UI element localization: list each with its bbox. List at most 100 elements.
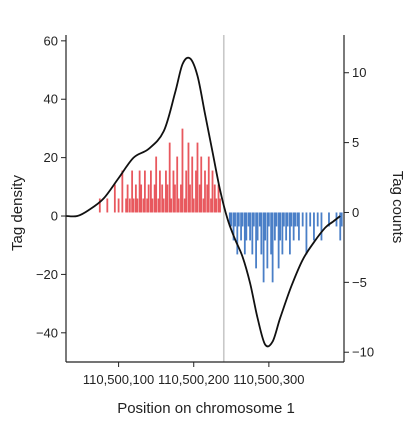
negative-bar bbox=[296, 212, 299, 227]
positive-bar bbox=[217, 184, 220, 213]
positive-bar bbox=[151, 198, 154, 213]
positive-bar bbox=[153, 184, 156, 213]
y-left-tick-label: 20 bbox=[44, 150, 58, 165]
tag-count-bars bbox=[98, 128, 343, 283]
positive-bar bbox=[204, 170, 206, 213]
negative-bar bbox=[249, 212, 251, 241]
negative-bar bbox=[309, 212, 312, 227]
positive-bar bbox=[128, 198, 131, 213]
y-right-tick-label: 10 bbox=[352, 65, 366, 80]
negative-bar bbox=[243, 212, 246, 255]
positive-bar bbox=[121, 170, 124, 213]
positive-bar bbox=[159, 170, 161, 213]
negative-bar bbox=[240, 212, 242, 241]
positive-bar bbox=[195, 170, 197, 213]
positive-bar bbox=[202, 198, 205, 213]
negative-bar bbox=[270, 212, 273, 255]
positive-bar bbox=[113, 184, 116, 213]
positive-bar bbox=[150, 170, 152, 213]
negative-bar bbox=[289, 212, 291, 255]
positive-bar bbox=[138, 170, 141, 213]
positive-bar bbox=[155, 156, 158, 213]
positive-bar bbox=[215, 198, 218, 213]
positive-bar bbox=[147, 184, 150, 213]
y-right-tick-label: 0 bbox=[352, 205, 359, 220]
positive-bar bbox=[131, 170, 134, 213]
positive-bar bbox=[174, 184, 176, 213]
negative-bar bbox=[237, 212, 240, 227]
negative-bar bbox=[294, 212, 297, 227]
positive-bar bbox=[106, 198, 109, 213]
positive-bar bbox=[219, 198, 221, 213]
negative-bar bbox=[251, 212, 254, 255]
negative-bar bbox=[313, 212, 315, 241]
positive-bar bbox=[177, 198, 180, 213]
y-left-tick-label: 60 bbox=[44, 33, 58, 48]
positive-bar bbox=[187, 142, 190, 213]
negative-bar bbox=[245, 212, 248, 241]
positive-bar bbox=[126, 184, 129, 213]
negative-bar bbox=[282, 212, 285, 227]
positive-bar bbox=[165, 170, 167, 213]
negative-bar bbox=[277, 212, 280, 269]
negative-bar bbox=[228, 212, 231, 227]
positive-bar bbox=[166, 184, 169, 213]
negative-bar bbox=[320, 212, 323, 241]
positive-bar bbox=[196, 142, 199, 213]
positive-bar bbox=[125, 198, 128, 213]
negative-bar bbox=[328, 212, 330, 227]
y-left-tick-label: −20 bbox=[36, 267, 58, 282]
negative-bar bbox=[255, 212, 257, 269]
positive-bar bbox=[191, 156, 194, 213]
negative-bar bbox=[298, 212, 300, 241]
positive-bar bbox=[192, 198, 195, 213]
negative-bar bbox=[316, 212, 319, 227]
negative-bar bbox=[252, 212, 255, 227]
negative-bar bbox=[281, 212, 284, 255]
y-axis-left-title: Tag density bbox=[9, 175, 26, 251]
negative-bar bbox=[273, 212, 276, 241]
y-left-tick-label: 0 bbox=[51, 209, 58, 224]
y-axis-right-title: Tag counts bbox=[389, 171, 406, 244]
positive-bar bbox=[211, 170, 214, 213]
positive-bar bbox=[117, 198, 120, 213]
negative-bar bbox=[339, 212, 342, 241]
x-tick-label: 110,500,200 bbox=[158, 372, 229, 387]
density-curve bbox=[65, 56, 341, 348]
positive-bar bbox=[183, 198, 186, 213]
x-tick-label: 110,500,300 bbox=[233, 372, 304, 387]
negative-bar bbox=[275, 212, 278, 227]
positive-bar bbox=[200, 156, 203, 213]
negative-bar bbox=[286, 212, 289, 227]
negative-bar bbox=[234, 212, 236, 227]
negative-bar bbox=[264, 212, 267, 241]
negative-bar bbox=[262, 212, 265, 283]
positive-bar bbox=[185, 170, 188, 213]
positive-bar bbox=[157, 198, 160, 213]
negative-bar bbox=[301, 212, 304, 227]
x-tick-label: 110,500,100 bbox=[83, 372, 154, 387]
negative-bar bbox=[241, 212, 244, 227]
y-right-tick-label: 5 bbox=[352, 135, 359, 150]
positive-bar bbox=[180, 184, 182, 213]
positive-bar bbox=[213, 184, 216, 213]
y-left-tick-label: 40 bbox=[44, 92, 58, 107]
positive-bar bbox=[206, 184, 209, 213]
axes bbox=[61, 35, 349, 367]
positive-bar bbox=[98, 198, 101, 213]
x-axis-title: Position on chromosome 1 bbox=[117, 400, 295, 417]
y-left-tick-label: −40 bbox=[36, 325, 58, 340]
negative-bar bbox=[285, 212, 288, 241]
negative-bar bbox=[266, 212, 269, 269]
negative-bar bbox=[260, 212, 263, 255]
negative-bar bbox=[279, 212, 282, 241]
negative-bar bbox=[232, 212, 235, 241]
negative-bar bbox=[290, 212, 293, 227]
y-right-tick-label: −10 bbox=[352, 345, 374, 360]
negative-bar bbox=[271, 212, 274, 283]
positive-bar bbox=[143, 170, 146, 213]
positive-bar bbox=[134, 184, 137, 213]
positive-bar bbox=[162, 198, 165, 213]
negative-bar bbox=[292, 212, 295, 241]
